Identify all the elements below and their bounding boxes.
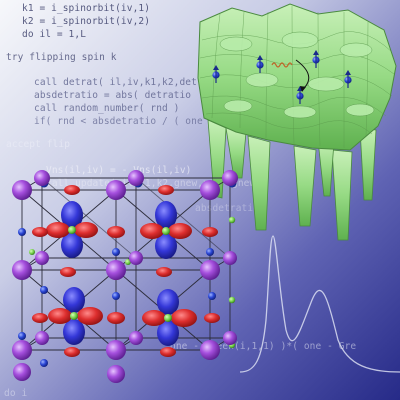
code-line-6: absdetratio = abs( detratio	[34, 90, 192, 101]
code-line-11: call update( il,k1,k2,gnew,v	[46, 178, 209, 189]
code-line-9: accept flip	[6, 139, 71, 150]
spin-arrow-icon	[256, 55, 264, 73]
code-line-14: one - Green(i,1,1) )*( one - Gre	[170, 341, 357, 352]
spin-arrow-icon	[296, 86, 304, 104]
spring-icon	[271, 62, 293, 68]
code-line-2: k2 = i_spinorbit(iv,2)	[22, 16, 151, 27]
code-line-13: absdetratio	[195, 203, 260, 214]
potential-surface	[197, 3, 397, 241]
spin-arrow-icon	[212, 65, 220, 83]
crystal-lattice	[12, 170, 238, 383]
code-line-7: call random_number( rnd )	[34, 103, 180, 114]
code-line-5: call detrat( il,iv,k1,k2,detrat	[34, 77, 215, 88]
code-line-1: k1 = i_spinorbit(iv,1)	[22, 3, 151, 14]
code-line-12: gnew,v	[232, 178, 267, 189]
code-line-4: try flipping spin k	[6, 52, 117, 63]
code-line-10: Vns(il,iv) = - Vns(il,iv)	[46, 165, 192, 176]
spin-arrow-icon	[344, 70, 352, 88]
code-line-3: do il = 1,L	[22, 29, 87, 40]
spectral-curve	[239, 235, 400, 373]
code-line-15: do i	[4, 388, 28, 399]
orbital-group	[32, 185, 220, 357]
spin-arrow-icon	[312, 50, 320, 68]
large-atoms	[12, 170, 238, 383]
